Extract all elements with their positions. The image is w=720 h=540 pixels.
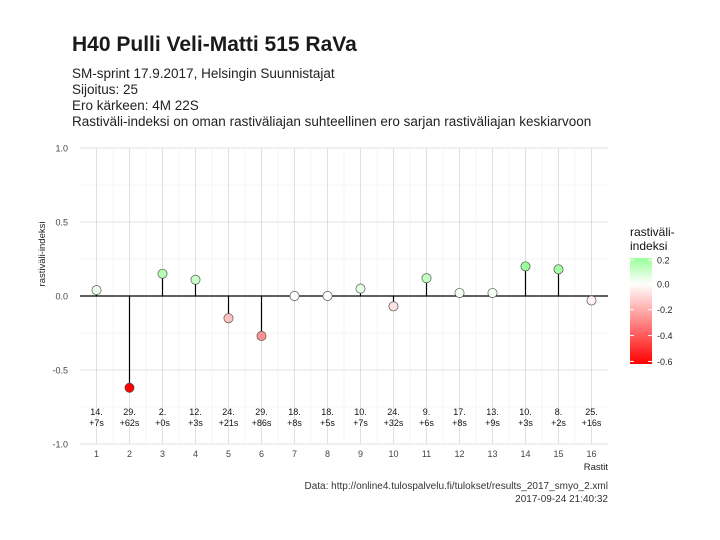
point-label-rank: 17.	[453, 407, 466, 417]
lollipop-point	[256, 331, 267, 341]
point-label-rank: 13.	[486, 407, 499, 417]
point-label-rank: 12.	[189, 407, 202, 417]
lollipop-point	[124, 382, 135, 393]
y-tick-label: -1.0	[52, 440, 68, 450]
subtitle-line-description: Rastiväli-indeksi on oman rastiväliajan …	[72, 114, 592, 129]
legend-title: indeksi	[630, 239, 667, 253]
x-tick-label: 10	[388, 449, 398, 459]
x-tick-label: 12	[454, 449, 464, 459]
point-label-time: +86s	[252, 418, 272, 428]
point-label-time: +7s	[89, 418, 104, 428]
chart-caption: Data: http://online4.tulospalvelu.fi/tul…	[304, 480, 608, 506]
point-label-rank: 10.	[354, 407, 367, 417]
point-label-time: +3s	[188, 418, 203, 428]
point-label-rank: 2.	[159, 407, 167, 417]
point-label-rank: 9.	[423, 407, 431, 417]
x-tick-label: 16	[586, 449, 596, 459]
legend-title: rastiväli-	[630, 225, 675, 239]
y-tick-label: 0.0	[55, 292, 68, 302]
point-label-time: +9s	[485, 418, 500, 428]
lollipop-point	[388, 301, 399, 312]
x-tick-label: 7	[292, 449, 297, 459]
y-tick-label: 1.0	[55, 144, 68, 154]
lollipop-point	[520, 261, 531, 272]
data-marks	[91, 261, 597, 393]
lollipop-point	[553, 264, 564, 275]
point-label-time: +2s	[551, 418, 566, 428]
point-label-time: +3s	[518, 418, 533, 428]
x-tick-label: 1	[94, 449, 99, 459]
lollipop-point	[91, 285, 102, 296]
point-label-rank: 10.	[519, 407, 532, 417]
point-label-time: +5s	[320, 418, 335, 428]
caption-timestamp: 2017-09-24 21:40:32	[515, 494, 608, 505]
y-axis-label: rastiväli-indeksi	[37, 222, 48, 287]
lollipop-point	[586, 295, 597, 306]
point-label-rank: 14.	[90, 407, 103, 417]
legend-colorbar	[630, 258, 652, 364]
chart-title: H40 Pulli Veli-Matti 515 RaVa	[72, 33, 357, 56]
legend-tick-label: 0.2	[657, 256, 670, 266]
x-tick-label: 15	[553, 449, 563, 459]
x-tick-label: 6	[259, 449, 264, 459]
legend-tick-label: 0.0	[657, 279, 670, 289]
x-tick-label: 9	[358, 449, 363, 459]
x-axis-label: Rastit	[584, 462, 609, 473]
subtitle-line-gap: Ero kärkeen: 4M 22S	[72, 98, 199, 113]
point-label-time: +21s	[219, 418, 239, 428]
subtitle-line-rank: Sijoitus: 25	[72, 82, 139, 97]
lollipop-point	[355, 283, 366, 294]
point-label-time: +6s	[419, 418, 434, 428]
point-label-rank: 24.	[222, 407, 235, 417]
point-label-rank: 18.	[321, 407, 334, 417]
point-label-time: +62s	[120, 418, 140, 428]
x-tick-label: 4	[193, 449, 198, 459]
x-tick-label: 3	[160, 449, 165, 459]
point-label-time: +8s	[287, 418, 302, 428]
lollipop-point	[421, 273, 432, 284]
legend-tick-label: -0.4	[657, 331, 673, 341]
y-tick-label: -0.5	[52, 366, 68, 376]
chart-subtitle: SM-sprint 17.9.2017, Helsingin Suunnista…	[72, 66, 591, 130]
lollipop-point	[223, 313, 234, 324]
lollipop-point	[487, 288, 498, 298]
point-label-time: +32s	[384, 418, 404, 428]
point-label-rank: 29.	[123, 407, 136, 417]
x-tick-label: 11	[422, 449, 431, 459]
lollipop-point	[289, 291, 300, 301]
point-label-time: +8s	[452, 418, 467, 428]
point-label-rank: 24.	[387, 407, 400, 417]
legend-tick-label: -0.2	[657, 305, 673, 315]
x-tick-label: 8	[325, 449, 330, 459]
point-label-time: +0s	[155, 418, 170, 428]
lollipop-point	[157, 268, 168, 279]
point-label-rank: 25.	[585, 407, 598, 417]
x-tick-label: 5	[226, 449, 231, 459]
lollipop-point	[454, 288, 465, 298]
lollipop-point	[190, 274, 201, 285]
x-tick-label: 2	[127, 449, 132, 459]
caption-source: Data: http://online4.tulospalvelu.fi/tul…	[304, 481, 608, 492]
subtitle-line-event: SM-sprint 17.9.2017, Helsingin Suunnista…	[72, 66, 335, 81]
point-label-rank: 8.	[555, 407, 563, 417]
point-label-rank: 18.	[288, 407, 301, 417]
point-label-time: +16s	[582, 418, 602, 428]
point-label-rank: 29.	[255, 407, 268, 417]
point-label-time: +7s	[353, 418, 368, 428]
legend-tick-label: -0.6	[657, 357, 673, 367]
y-tick-label: 0.5	[55, 218, 68, 228]
x-tick-label: 13	[487, 449, 497, 459]
x-tick-label: 14	[520, 449, 530, 459]
lollipop-point	[322, 291, 333, 301]
